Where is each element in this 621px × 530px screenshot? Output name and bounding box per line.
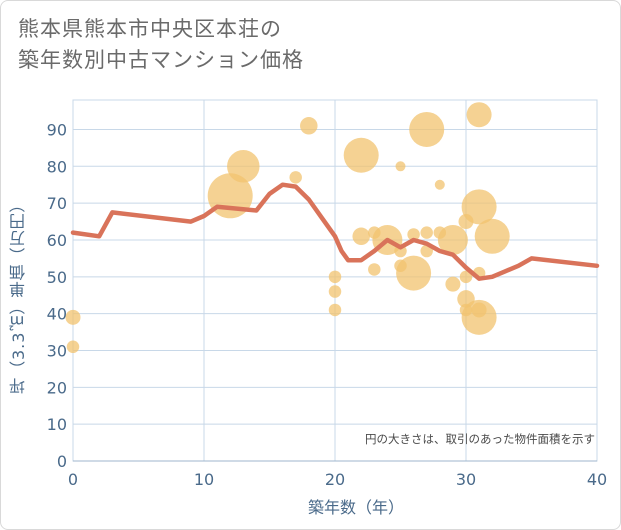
y-tick-label: 50 xyxy=(47,268,67,287)
bubble-point xyxy=(445,276,461,292)
bubble-point xyxy=(394,259,407,273)
bubble-point xyxy=(328,270,342,284)
y-tick-label: 60 xyxy=(47,231,67,250)
y-tick-label: 80 xyxy=(47,157,67,176)
chart-title-line-1: 熊本県熊本市中央区本荘の xyxy=(18,17,282,41)
bubble-point xyxy=(459,303,473,317)
bubble-point xyxy=(466,102,492,128)
axes: 0 10 20 30 40 50 60 70 80 90 0 10 20 30 40 xyxy=(47,120,608,489)
bubble-point xyxy=(227,150,260,183)
bubble-point xyxy=(289,171,302,184)
bubble-point xyxy=(458,214,474,230)
bubble-point xyxy=(459,270,473,284)
bubble-size-note: 円の大きさは、取引のあった物件面積を示す xyxy=(365,432,595,446)
bubble-point xyxy=(457,290,475,308)
bubble-point xyxy=(420,226,433,239)
bubble-point xyxy=(300,117,318,135)
x-tick-label: 0 xyxy=(68,470,78,489)
bubble-point xyxy=(328,303,342,317)
bubble-point xyxy=(352,227,370,246)
bubble-point xyxy=(474,218,510,254)
x-axis-title: 築年数（年） xyxy=(308,498,404,517)
bubble-point xyxy=(471,302,487,318)
chart-title-line-2: 築年数別中古マンション価格 xyxy=(18,48,304,72)
bubble-point xyxy=(343,137,379,173)
bubble-point xyxy=(368,263,381,276)
y-tick-label: 30 xyxy=(47,341,67,360)
chart-title: 熊本県熊本市中央区本荘の 築年数別中古マンション価格 xyxy=(18,14,304,76)
bubble-point xyxy=(395,161,406,172)
bubble-point xyxy=(433,226,447,239)
grid-lines xyxy=(72,99,598,462)
bubble-point xyxy=(409,111,445,147)
y-tick-label: 90 xyxy=(47,120,67,139)
y-tick-label: 20 xyxy=(47,378,67,397)
bubble-point xyxy=(66,340,80,354)
x-tick-label: 30 xyxy=(456,470,476,489)
average-price-line xyxy=(70,182,600,281)
y-tick-label: 70 xyxy=(47,194,67,213)
bubble-point xyxy=(65,309,81,325)
bubble-point xyxy=(407,228,420,241)
y-tick-label: 10 xyxy=(47,415,67,434)
average-line-series xyxy=(70,182,600,281)
x-tick-label: 20 xyxy=(325,470,345,489)
x-tick-label: 40 xyxy=(587,470,607,489)
bubble-series xyxy=(65,102,510,354)
y-tick-label: 40 xyxy=(47,305,67,324)
bubble-point xyxy=(368,226,381,239)
bubble-point xyxy=(434,179,445,190)
x-tick-label: 10 xyxy=(194,470,214,489)
y-tick-label: 0 xyxy=(57,452,67,471)
bubble-point xyxy=(328,285,342,298)
